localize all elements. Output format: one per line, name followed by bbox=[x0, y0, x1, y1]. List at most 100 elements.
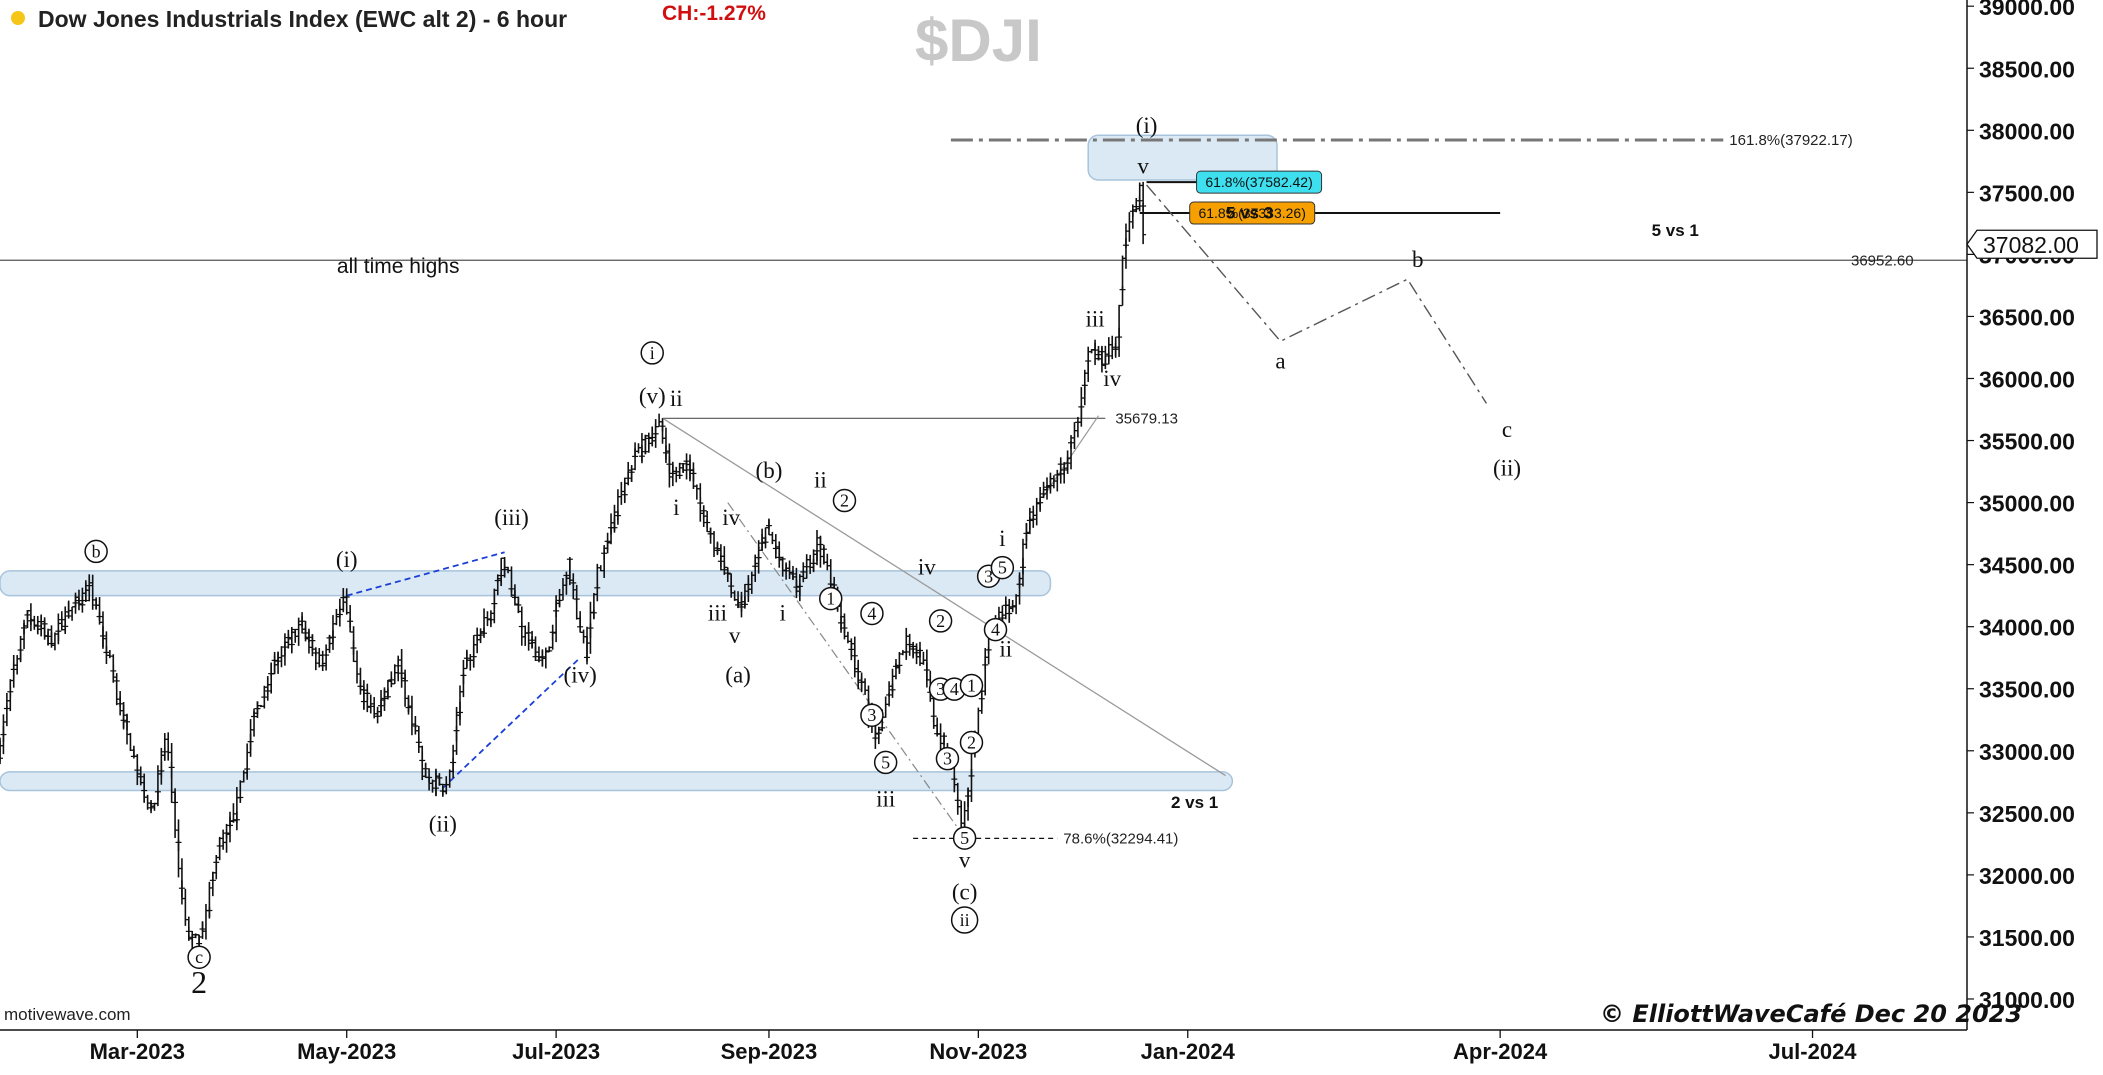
fib-161-label: 161.8%(37922.17) bbox=[1729, 132, 1852, 149]
wave-label-12: iii bbox=[708, 600, 727, 625]
wave-label-25: 2 bbox=[936, 611, 945, 631]
wave-label-47: (ii) bbox=[1493, 455, 1521, 480]
time-tick-label: Jan-2024 bbox=[1141, 1039, 1236, 1064]
price-tick-label: 35000.00 bbox=[1979, 491, 2075, 517]
wave-label-6: (iv) bbox=[564, 663, 597, 688]
annotation-3: 2 vs 1 bbox=[1171, 793, 1218, 812]
wave-label-31: 5 bbox=[960, 828, 969, 848]
wave-label-circle-22 bbox=[873, 750, 898, 775]
wave-label-40: iii bbox=[1085, 306, 1104, 331]
price-tick-label: 38000.00 bbox=[1979, 118, 2075, 144]
time-tick-label: Apr-2024 bbox=[1453, 1039, 1548, 1064]
channel-trendline bbox=[662, 417, 1226, 777]
price-tick-label: 36500.00 bbox=[1979, 304, 2075, 330]
wave-label-circle-21 bbox=[860, 703, 884, 727]
zone-band-0 bbox=[0, 570, 1052, 597]
wave-label-35: 3 bbox=[984, 566, 993, 586]
wave-label-34: ii bbox=[960, 910, 970, 930]
wave-label-3: (i) bbox=[336, 547, 358, 572]
price-tick-label: 32000.00 bbox=[1979, 863, 2075, 889]
chart-title: Dow Jones Industrials Index (EWC alt 2) … bbox=[38, 6, 568, 32]
zone-band-2 bbox=[1087, 134, 1278, 181]
symbol-status-dot-icon bbox=[11, 11, 25, 25]
wave-label-45: b bbox=[1412, 247, 1424, 272]
wave-label-27: 4 bbox=[950, 679, 959, 699]
annotation-1: 5 vs 3 bbox=[1226, 203, 1273, 222]
wave-label-32: v bbox=[959, 847, 971, 872]
annotation-0: all time highs bbox=[337, 255, 460, 278]
fib-786-label: 78.6%(32294.41) bbox=[1063, 830, 1178, 847]
time-tick-label: Jul-2024 bbox=[1768, 1039, 1857, 1064]
correction-channel-line bbox=[727, 502, 966, 838]
change-percent: CH:-1.27% bbox=[662, 2, 766, 25]
wave-label-13: v bbox=[729, 623, 741, 648]
wave-label-0: b bbox=[92, 541, 101, 561]
wave-label-37: 4 bbox=[991, 620, 1000, 640]
wave-label-circle-30 bbox=[959, 730, 984, 755]
wave-label-circle-29 bbox=[959, 673, 984, 698]
wave-label-23: iii bbox=[876, 787, 895, 812]
wave-label-39: i bbox=[999, 526, 1005, 551]
fib-badge-orange-box bbox=[1189, 201, 1316, 225]
wave-label-circle-37 bbox=[983, 617, 1008, 642]
wave-label-29: 1 bbox=[967, 675, 976, 695]
wave-label-46: c bbox=[1502, 417, 1512, 442]
wave-label-44: a bbox=[1275, 349, 1285, 374]
symbol-watermark: $DJI bbox=[915, 7, 1042, 74]
price-tick-label: 36000.00 bbox=[1979, 366, 2075, 392]
price-tick-label: 33000.00 bbox=[1979, 739, 2075, 765]
wave-label-circle-18 bbox=[832, 488, 857, 513]
wave-label-36: 5 bbox=[998, 558, 1007, 578]
projection-path bbox=[1146, 184, 1487, 404]
wave-label-7: i bbox=[650, 343, 655, 363]
time-tick-label: May-2023 bbox=[297, 1039, 396, 1064]
resistance-level-label: 35679.13 bbox=[1115, 410, 1178, 427]
wave-label-circle-1 bbox=[187, 945, 211, 969]
price-tick-label: 38500.00 bbox=[1979, 56, 2075, 82]
wave-label-18: 2 bbox=[840, 491, 849, 511]
wedge-lower-trendline bbox=[442, 657, 581, 789]
ath-level-label: 36952.60 bbox=[1851, 252, 1914, 269]
last-price-marker bbox=[1966, 229, 2098, 259]
wave-label-24: iv bbox=[918, 555, 936, 580]
time-tick-label: Jul-2023 bbox=[512, 1039, 600, 1064]
wave-label-41: iv bbox=[1103, 366, 1121, 391]
wave-label-21: 3 bbox=[867, 705, 876, 725]
wave-label-circle-34 bbox=[950, 906, 979, 934]
last-price-label: 37082.00 bbox=[1983, 232, 2079, 258]
wave-label-20: 4 bbox=[867, 603, 876, 623]
price-tick-label: 31000.00 bbox=[1979, 987, 2075, 1013]
wave-label-9: ii bbox=[670, 386, 683, 411]
fib-badge-cyan-box bbox=[1196, 170, 1323, 194]
price-tick-label: 31500.00 bbox=[1979, 925, 2075, 951]
wave-label-33: (c) bbox=[952, 880, 978, 905]
wave-label-10: i bbox=[673, 495, 679, 520]
price-tick-label: 33500.00 bbox=[1979, 677, 2075, 703]
wave-label-19: 1 bbox=[826, 589, 835, 609]
wave-label-circle-19 bbox=[818, 586, 843, 611]
wave-label-8: (v) bbox=[639, 383, 666, 408]
time-tick-label: Nov-2023 bbox=[929, 1039, 1027, 1064]
wave-label-16: i bbox=[779, 600, 785, 625]
wave-label-circle-0 bbox=[84, 539, 108, 564]
wave-label-42: (i) bbox=[1136, 113, 1158, 138]
wave-label-2: 2 bbox=[191, 964, 207, 1000]
wave-label-43: v bbox=[1137, 154, 1149, 179]
wave-label-5: (iii) bbox=[494, 505, 529, 530]
time-tick-label: Mar-2023 bbox=[90, 1039, 185, 1064]
wave-label-4: (ii) bbox=[429, 811, 457, 836]
wave-label-11: iv bbox=[722, 505, 740, 530]
annotation-2: 5 vs 1 bbox=[1652, 221, 1699, 240]
wave-label-15: (b) bbox=[756, 458, 783, 483]
price-tick-label: 34500.00 bbox=[1979, 553, 2075, 579]
wave-label-22: 5 bbox=[881, 752, 890, 772]
wave-label-28: 3 bbox=[943, 749, 952, 769]
wave-label-30: 2 bbox=[967, 733, 976, 753]
fib-badge-orange-label: 61.8%(37333.26) bbox=[1198, 205, 1305, 221]
wave-label-38: ii bbox=[999, 636, 1012, 661]
wave-label-circle-31 bbox=[952, 826, 977, 850]
wave-label-17: ii bbox=[814, 468, 827, 493]
price-tick-label: 32500.00 bbox=[1979, 801, 2075, 827]
